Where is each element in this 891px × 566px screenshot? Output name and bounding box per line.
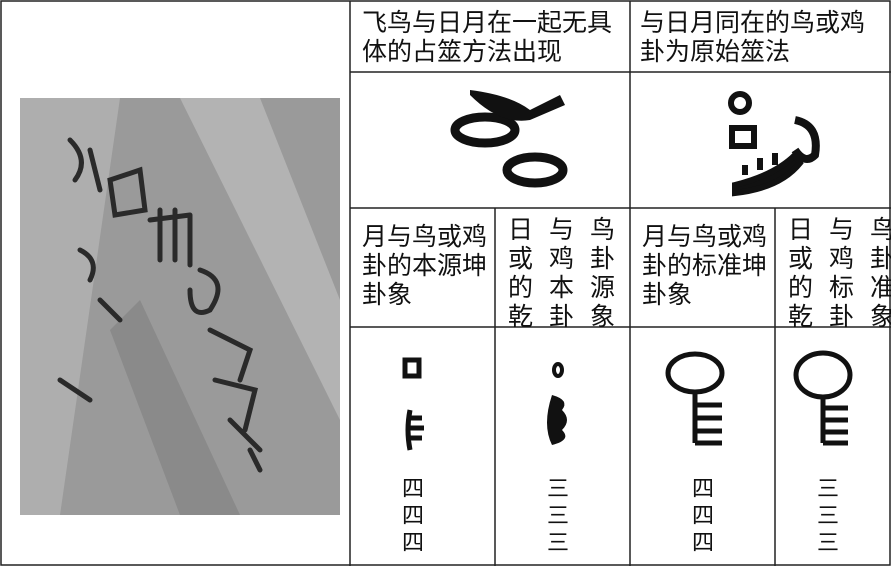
header-cell: 飞鸟与日月在一起无具体的占筮方法出现: [362, 8, 613, 66]
glyph-kun-original: [402, 357, 424, 451]
numeral: 三: [546, 504, 569, 529]
numeral: 四: [401, 477, 424, 502]
subheader-cell: 日与鸟或鸡卦的标准乾卦象: [788, 215, 891, 331]
glyph-qian-original: [547, 362, 567, 445]
subheader-cell: 日与鸟或鸡卦的本源乾卦象: [508, 215, 632, 331]
numeral: 三: [546, 531, 569, 556]
glyph-bird-moon-sun: [450, 90, 568, 188]
numeral: 三: [546, 477, 569, 502]
header-cell: 与日月同在的鸟或鸡卦为原始筮法: [640, 8, 866, 66]
subheader-cell: 月与鸟或鸡卦的本源坤卦象: [362, 222, 488, 309]
numeral: 三: [816, 504, 839, 529]
numeral: 四: [401, 531, 424, 556]
photo: [20, 98, 340, 515]
numeral: 三: [816, 531, 839, 556]
numeral: 三: [816, 477, 839, 502]
numeral: 四: [691, 504, 714, 529]
numeral: 四: [401, 504, 424, 529]
numeral: 四: [691, 531, 714, 556]
glyph-kun-standard: [665, 351, 725, 446]
glyph-qian-standard: [793, 350, 853, 446]
glyph-bird-sun-moon: [728, 91, 820, 197]
numeral: 四: [691, 477, 714, 502]
subheader-cell: 月与鸟或鸡卦的标准坤卦象: [642, 222, 768, 309]
